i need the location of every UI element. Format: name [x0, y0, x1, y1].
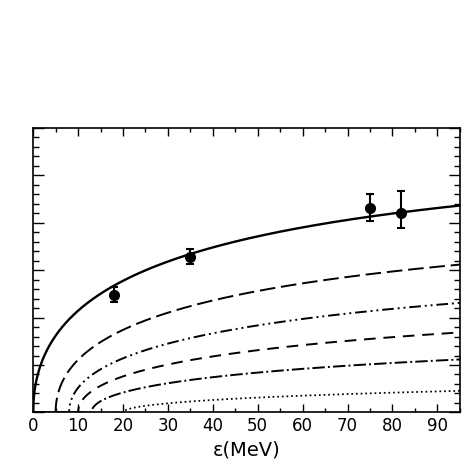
X-axis label: ε(MeV): ε(MeV) [213, 441, 280, 460]
